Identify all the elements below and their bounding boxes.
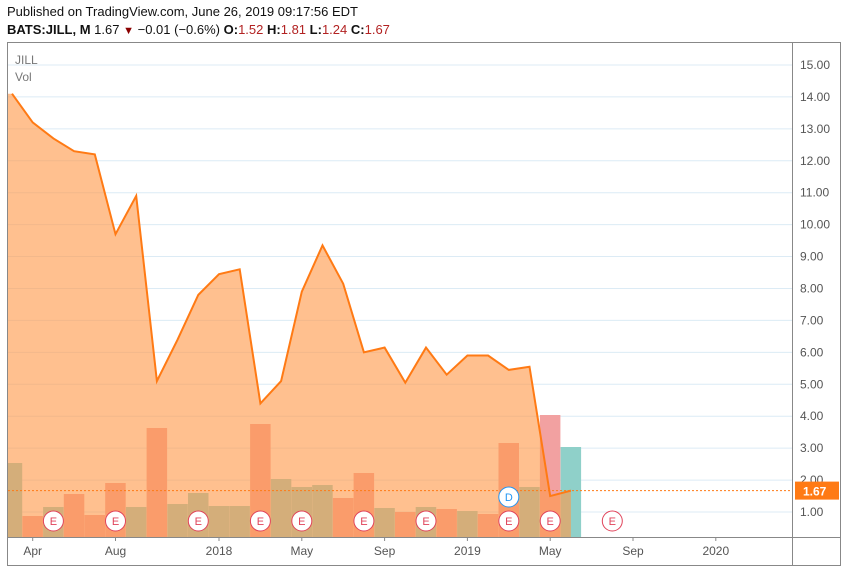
y-tick-label: 13.00 [800, 122, 830, 136]
earnings-circle [187, 510, 209, 532]
earnings-event-icon[interactable]: E [42, 510, 64, 532]
earnings-circle [415, 510, 437, 532]
earnings-label: E [112, 516, 119, 528]
earnings-label: E [195, 516, 202, 528]
y-tick-label: 1.00 [800, 505, 824, 519]
x-tick-label: Apr [23, 544, 42, 558]
earnings-circle [291, 510, 313, 532]
x-tick-label: May [290, 544, 313, 558]
dividend-label: D [505, 492, 513, 504]
close-value: 1.67 [364, 22, 390, 37]
earnings-event-icon[interactable]: E [187, 510, 209, 532]
earnings-circle [42, 510, 64, 532]
current-price-label: 1.67 [803, 485, 827, 499]
down-triangle-icon: ▼ [123, 25, 134, 37]
y-tick-label: 6.00 [800, 345, 824, 359]
price-line [11, 93, 572, 498]
earnings-circle [601, 510, 623, 532]
legend-series[interactable]: JILL [15, 53, 38, 67]
y-tick-label: 7.00 [800, 313, 824, 327]
y-tick-label: 15.00 [800, 58, 830, 72]
x-tick-label: 2018 [206, 544, 233, 558]
dividend-event-icon[interactable]: D [498, 486, 520, 508]
low-value: 1.24 [321, 22, 348, 37]
earnings-label: E [505, 516, 512, 528]
current-price-badge [795, 481, 839, 500]
dividend-circle [498, 486, 520, 508]
earnings-event-icon[interactable]: E [249, 510, 271, 532]
earnings-label: E [298, 516, 305, 528]
earnings-label: E [360, 516, 367, 528]
open-value: 1.52 [238, 22, 264, 37]
earnings-circle [105, 510, 126, 532]
x-tick-label: Sep [622, 544, 644, 558]
earnings-event-icon[interactable]: E [353, 510, 375, 532]
earnings-event-icon[interactable]: E [105, 510, 126, 532]
open-label: O: [223, 22, 239, 37]
earnings-label: E [50, 516, 57, 528]
x-tick-label: 2019 [454, 544, 481, 558]
high-label: H: [267, 22, 281, 37]
earnings-circle [539, 510, 561, 532]
y-tick-label: 14.00 [800, 90, 830, 104]
legend-volume[interactable]: Vol [15, 70, 32, 84]
ohlc-line: BATS:JILL, M 1.67 ▼ −0.01 (−0.6%) O:1.52… [7, 22, 390, 37]
y-tick-label: 11.00 [800, 186, 829, 200]
earnings-label: E [609, 516, 616, 528]
earnings-event-icon[interactable]: E [291, 510, 313, 532]
y-tick-label: 5.00 [800, 377, 824, 391]
last-price: 1.67 [94, 22, 120, 37]
earnings-event-icon[interactable]: E [539, 510, 561, 532]
y-tick-label: 12.00 [800, 154, 830, 168]
x-tick-label: Aug [105, 544, 126, 558]
earnings-event-icon[interactable]: E [601, 510, 623, 532]
earnings-label: E [547, 516, 554, 528]
x-tick-label: Sep [374, 544, 396, 558]
earnings-event-icon[interactable]: E [415, 510, 437, 532]
high-value: 1.81 [280, 22, 307, 37]
earnings-circle [498, 510, 520, 532]
close-label: C: [350, 22, 365, 37]
low-label: L: [309, 22, 322, 37]
earnings-label: E [422, 516, 429, 528]
x-tick-label: 2020 [702, 544, 729, 558]
y-tick-label: 10.00 [800, 218, 830, 232]
earnings-circle [249, 510, 271, 532]
change: −0.01 (−0.6%) [137, 22, 220, 37]
earnings-event-icon[interactable]: E [498, 510, 520, 532]
y-tick-label: 9.00 [800, 250, 824, 264]
published-line: Published on TradingView.com, June 26, 2… [7, 4, 358, 19]
y-tick-label: 3.00 [800, 441, 824, 455]
chart-frame [7, 42, 841, 566]
symbol: BATS:JILL, M [7, 22, 91, 37]
y-tick-label: 4.00 [800, 409, 824, 423]
earnings-circle [353, 510, 375, 532]
price-area [8, 93, 571, 537]
x-tick-label: May [539, 544, 562, 558]
y-tick-label: 8.00 [800, 281, 824, 295]
earnings-label: E [257, 516, 264, 528]
